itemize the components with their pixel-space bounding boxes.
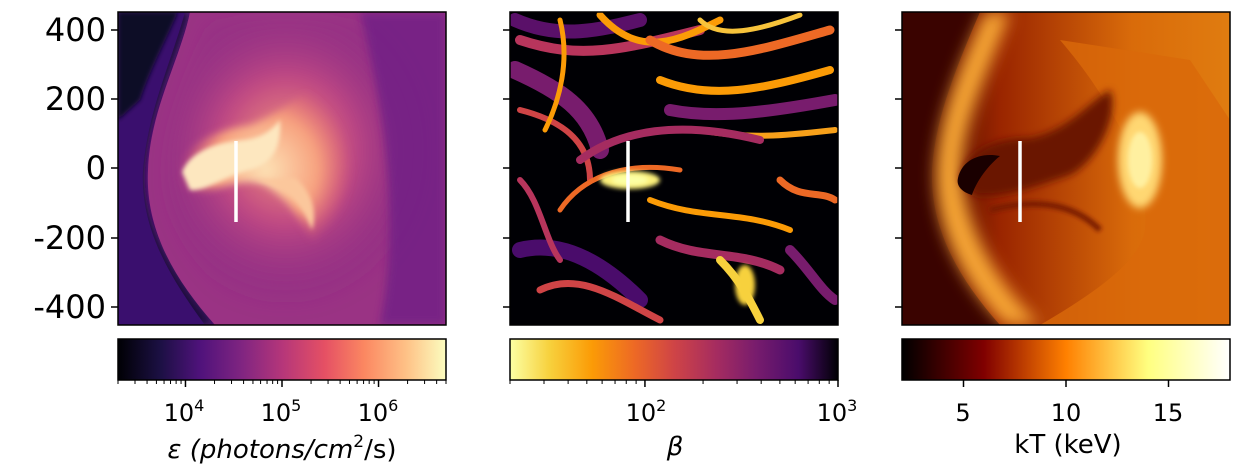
colorbar-tick-label: 102 — [626, 396, 667, 427]
colorbar-temperature — [901, 338, 1231, 381]
colorbar-temperature-ticks — [962, 380, 1170, 387]
temperature-map — [902, 12, 1230, 325]
colorbar-tick-label: 10 — [1051, 399, 1082, 427]
middle-y-ticks — [503, 29, 510, 308]
colorbar-emissivity — [117, 338, 447, 381]
panel-middle-beta: 102 103 β — [503, 11, 858, 462]
y-axis: 400 200 0 -200 -400 — [33, 11, 118, 326]
colorbar-temperature-label: kT (keV) — [1014, 430, 1121, 460]
panel-right-temperature: 5 10 15 kT (keV) — [895, 11, 1231, 460]
colorbar-tick-label: 106 — [358, 396, 399, 427]
colorbar-tick-label: 105 — [261, 396, 302, 427]
y-tick-label: 0 — [86, 149, 106, 187]
y-tick-label: 400 — [45, 11, 106, 49]
colorbar-beta-label: β — [666, 432, 684, 462]
colorbar-tick-label: 104 — [164, 396, 205, 427]
colorbar-tick-label: 5 — [955, 399, 970, 427]
colorbar-beta-ticks — [509, 380, 839, 387]
y-tick-label: -400 — [33, 288, 106, 326]
panel-left-emissivity: 400 200 0 -200 -400 104 105 106 ε (photo… — [33, 11, 447, 465]
colorbar-beta — [509, 338, 839, 381]
right-y-ticks — [895, 29, 902, 308]
beta-map — [510, 12, 838, 325]
colorbar-emissivity-label: ε (photons/cm2/s) — [167, 432, 396, 465]
colorbar-tick-label: 15 — [1153, 399, 1184, 427]
y-tick-label: -200 — [33, 219, 106, 257]
colorbar-tick-label: 103 — [817, 396, 858, 427]
y-tick-label: 200 — [45, 80, 106, 118]
emissivity-map — [118, 12, 446, 325]
colorbar-emissivity-ticks — [117, 380, 447, 387]
